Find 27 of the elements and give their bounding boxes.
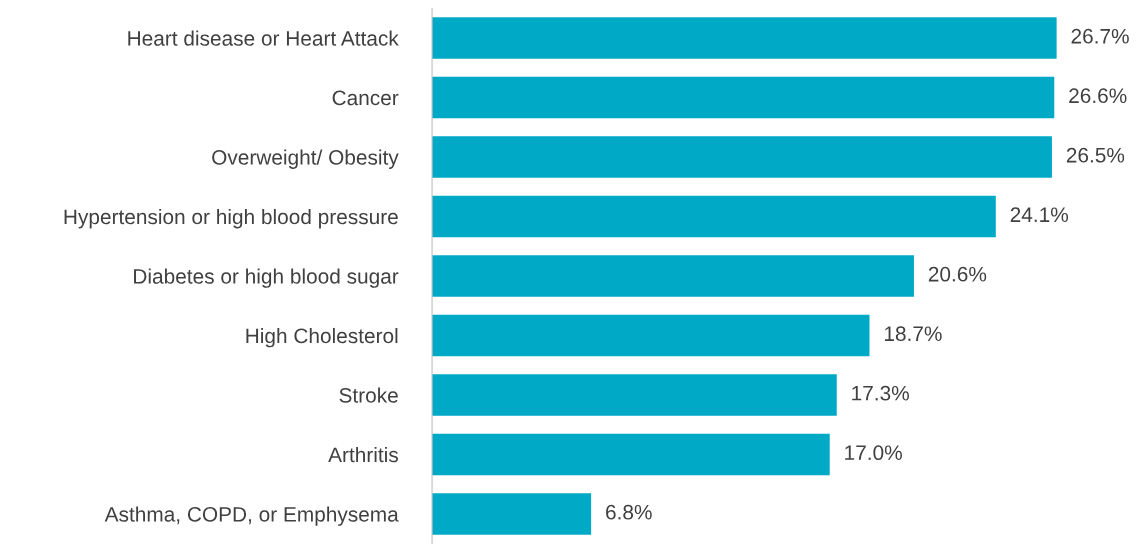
bar <box>432 76 1055 119</box>
bar <box>432 255 914 297</box>
y-tick-label: Arthritis <box>328 446 398 463</box>
bar <box>432 17 1057 59</box>
y-tick-label: Asthma, COPD, or Emphysema <box>104 506 399 526</box>
y-tick-label: Hypertension or high blood pressure <box>64 208 398 229</box>
y-tick-label: Heart disease or Heart Attack <box>128 30 399 46</box>
data-label: 26.5% <box>1066 147 1125 163</box>
data-label: 6.8% <box>606 504 652 520</box>
data-label: 24.1% <box>1010 207 1069 223</box>
bar <box>432 374 837 416</box>
bar <box>432 195 996 238</box>
data-label: 17.0% <box>845 445 902 461</box>
data-label: 26.6% <box>1069 88 1127 104</box>
bar <box>432 136 1052 178</box>
data-label: 18.7% <box>884 326 942 342</box>
y-tick-label: High Cholesterol <box>246 327 398 348</box>
bar <box>432 314 870 357</box>
data-label: 17.3% <box>852 385 909 401</box>
y-tick-label: Overweight/ Obesity <box>212 149 399 169</box>
bar <box>432 493 592 535</box>
y-tick-label: Stroke <box>339 387 398 403</box>
data-label: 26.7% <box>1071 28 1129 44</box>
y-tick-label: Diabetes or high blood sugar <box>134 268 399 288</box>
data-label: 20.6% <box>928 266 987 282</box>
y-tick-label: Cancer <box>332 90 399 106</box>
bar <box>432 433 830 476</box>
